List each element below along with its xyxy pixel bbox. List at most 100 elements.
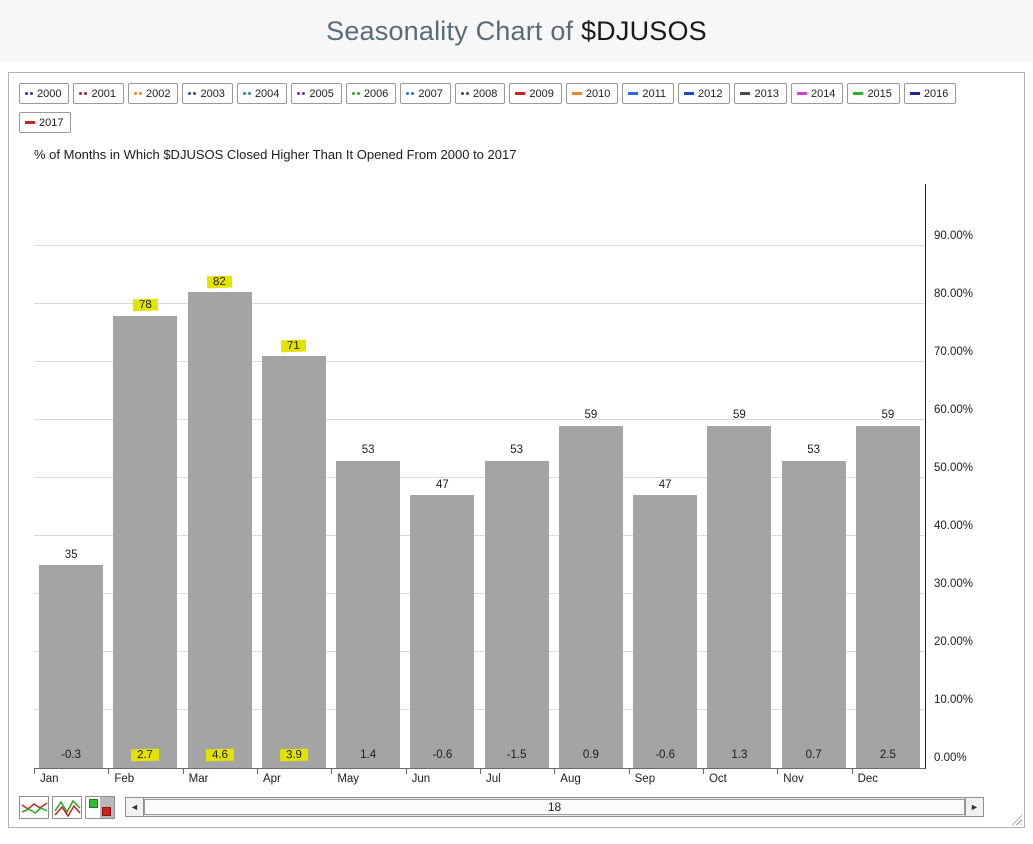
scroll-left-button[interactable]: ◄ [125, 797, 144, 817]
legend-year-2002-button[interactable]: 2002 [127, 83, 179, 104]
dotted-line-marker-icon [133, 92, 142, 95]
dotted-line-marker-icon [406, 92, 415, 95]
month-label-jan: Jan [34, 769, 108, 787]
month-label-feb: Feb [108, 769, 182, 787]
legend-year-label: 2006 [363, 87, 389, 100]
bar-value-label: 47 [435, 478, 449, 491]
legend-year-2003-button[interactable]: 2003 [182, 83, 233, 104]
bar-value-label: 35 [64, 548, 78, 561]
dotted-line-marker-icon [351, 92, 360, 95]
legend-year-label: 2008 [472, 87, 498, 100]
dotted-line-marker-icon [25, 92, 33, 95]
legend-year-label: 2010 [585, 87, 611, 100]
legend-year-2000-button[interactable]: 2000 [19, 83, 70, 104]
legend-year-label: 2011 [642, 87, 666, 100]
legend-year-2011-button[interactable]: 2011 [622, 83, 674, 104]
legend-year-2001-button[interactable]: 2001 [73, 83, 124, 104]
seasonality-style-button[interactable] [85, 795, 115, 819]
bar-jul: -1.5 [484, 460, 549, 768]
legend-year-2013-button[interactable]: 2013 [734, 83, 787, 104]
bar-dec: 2.5 [855, 425, 920, 768]
y-axis-tick-label: 40.00% [934, 520, 974, 532]
legend-year-label: 2016 [923, 87, 949, 100]
dotted-line-marker-icon [242, 92, 251, 95]
legend-year-2010-button[interactable]: 2010 [565, 83, 619, 104]
dotted-line-marker-icon [79, 92, 88, 95]
scrollbar-track[interactable]: 18 [144, 797, 965, 817]
bar-sep: -0.6 [633, 495, 698, 768]
legend-year-label: 2012 [697, 87, 723, 100]
bar-value-label: 59 [881, 409, 895, 422]
dotted-line-marker-icon [188, 92, 197, 95]
legend-year-2006-button[interactable]: 2006 [345, 83, 397, 104]
solid-line-marker-icon [796, 92, 807, 95]
page-header: Seasonality Chart of $DJUSOS [0, 0, 1033, 62]
bar-change-label: -0.3 [61, 749, 82, 761]
solid-line-marker-icon [683, 92, 694, 95]
legend-year-label: 2005 [309, 87, 334, 100]
bar-slot-mar: 82 4.6 [183, 184, 257, 768]
gridline [34, 651, 925, 652]
bar-value-label: 71 [281, 338, 307, 353]
bar-value-label: 59 [732, 409, 746, 422]
legend-year-label: 2014 [810, 87, 836, 100]
legend-year-label: 2013 [754, 87, 779, 100]
y-axis-tick-label: 50.00% [934, 462, 974, 474]
gridline [34, 535, 925, 536]
bottom-toolbar: ◄ 18 ► [19, 795, 1014, 819]
solid-line-marker-icon [853, 92, 864, 95]
legend-year-2012-button[interactable]: 2012 [677, 83, 731, 104]
legend-year-2015-button[interactable]: 2015 [847, 83, 900, 104]
gridline [34, 245, 925, 246]
legend-year-2008-button[interactable]: 2008 [454, 83, 506, 104]
legend-year-2017-button[interactable]: 2017 [19, 112, 72, 133]
bar-apr: 3.9 [261, 356, 326, 768]
bar-slot-jul: 53 -1.5 [480, 184, 554, 768]
bar-change-label: 0.7 [805, 749, 822, 761]
bar-value-label: 82 [207, 274, 233, 289]
line-chart-icon [21, 801, 47, 814]
chart-subtitle: % of Months in Which $DJUSOS Closed High… [34, 147, 517, 162]
legend-year-label: 2001 [91, 87, 116, 100]
y-axis-tick-label: 10.00% [934, 694, 974, 706]
y-axis-tick-label: 70.00% [934, 346, 974, 358]
chart-panel: 2000 2001 2002 2003 2004 2005 2006 2007 2008 2009… [8, 72, 1025, 828]
plot-area: 0.00% 10.00% 20.00% 30.00% 40.00% 50.00% 60.00… [34, 184, 973, 769]
legend-year-2016-button[interactable]: 2016 [903, 83, 957, 104]
month-label-oct: Oct [702, 769, 777, 787]
gridline [34, 593, 925, 594]
scroll-right-button[interactable]: ► [965, 797, 984, 817]
bar-change-label: 2.7 [113, 748, 177, 762]
year-legend: 2000 2001 2002 2003 2004 2005 2006 2007 2008 2009… [19, 83, 1014, 133]
legend-year-2014-button[interactable]: 2014 [790, 83, 844, 104]
legend-year-label: 2003 [200, 87, 225, 100]
chart-scrollbar: ◄ 18 ► [125, 797, 984, 817]
bar-jun: -0.6 [410, 495, 475, 768]
zigzag-chart-style-button[interactable] [52, 795, 82, 819]
bar-oct: 1.3 [707, 425, 772, 768]
title-prefix: Seasonality Chart of [326, 15, 581, 46]
month-label-jun: Jun [405, 769, 480, 787]
month-label-aug: Aug [554, 769, 628, 787]
bar-change-label: 1.3 [731, 749, 748, 761]
month-label-jul: Jul [479, 769, 554, 787]
bar-slot-dec: 59 2.5 [851, 184, 925, 768]
bar-slot-may: 53 1.4 [331, 184, 405, 768]
scrollbar-thumb[interactable]: 18 [144, 799, 965, 815]
solid-line-marker-icon [628, 92, 639, 95]
bar-slot-aug: 59 0.9 [554, 184, 628, 768]
legend-year-2009-button[interactable]: 2009 [509, 83, 562, 104]
bar-change-label: -0.6 [432, 749, 453, 761]
month-label-sep: Sep [628, 769, 703, 787]
legend-year-2007-button[interactable]: 2007 [400, 83, 451, 104]
bar-slot-sep: 47 -0.6 [628, 184, 702, 768]
line-chart-style-button[interactable] [19, 795, 49, 819]
y-axis-tick-label: 20.00% [934, 636, 974, 648]
y-axis-tick-label: 0.00% [934, 752, 967, 764]
bar-may: 1.4 [336, 460, 401, 768]
month-label-nov: Nov [777, 769, 851, 787]
legend-year-2005-button[interactable]: 2005 [291, 83, 342, 104]
gridline [34, 361, 925, 362]
bar-slot-feb: 78 2.7 [108, 184, 182, 768]
legend-year-2004-button[interactable]: 2004 [236, 83, 288, 104]
